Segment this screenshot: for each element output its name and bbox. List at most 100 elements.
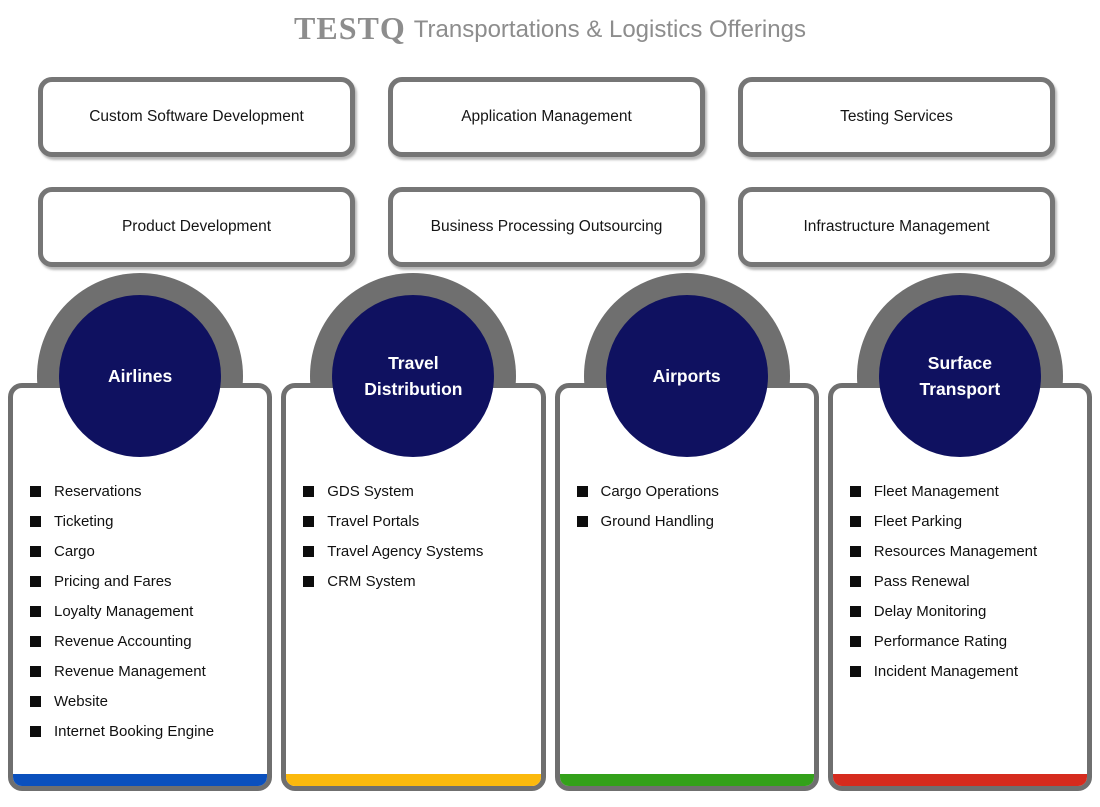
list-item-label: Travel Agency Systems [327, 542, 484, 560]
square-bullet-icon [849, 515, 861, 527]
accent-bar-blue [13, 774, 268, 786]
square-bullet-icon [849, 575, 861, 587]
accent-bar-red [832, 774, 1087, 786]
square-bullet-icon [30, 515, 41, 527]
list-item-label: Pass Renewal [873, 572, 970, 590]
square-bullet-icon [849, 635, 861, 647]
list-item-label: Revenue Management [54, 662, 206, 680]
pillar-circle-airports: Airports [605, 295, 768, 457]
list-item-label: Internet Booking Engine [54, 722, 215, 740]
list-item: Travel Portals [303, 506, 534, 536]
square-bullet-icon [30, 605, 41, 617]
list-item-label: Fleet Parking [873, 512, 963, 530]
list-item-label: Performance Rating [873, 632, 1008, 650]
list-item: Revenue Accounting [30, 626, 261, 656]
list-item: Website [30, 686, 261, 716]
square-bullet-icon [303, 515, 315, 527]
service-box-infrastructure-management: Infrastructure Management [738, 187, 1055, 267]
pillar-item-list: Cargo Operations Ground Handling [560, 476, 814, 536]
list-item: Cargo Operations [576, 476, 808, 506]
list-item: GDS System [303, 476, 534, 506]
service-box-custom-software-development: Custom Software Development [38, 77, 355, 157]
square-bullet-icon [849, 485, 861, 497]
square-bullet-icon [576, 485, 588, 497]
list-item-label: Travel Portals [327, 512, 420, 530]
list-item-label: Website [54, 692, 108, 710]
list-item-label: CRM System [327, 572, 416, 590]
service-box-product-development: Product Development [38, 187, 355, 267]
square-bullet-icon [30, 695, 41, 707]
pillar-circle-travel-distribution: Travel Distribution [332, 295, 495, 457]
service-label: Testing Services [840, 108, 953, 125]
page-title: TESTQ Transportations & Logistics Offerin… [0, 10, 1100, 47]
list-item: Revenue Management [30, 656, 261, 686]
square-bullet-icon [576, 515, 588, 527]
pillar-item-list: Fleet Management Fleet Parking Resources… [833, 476, 1087, 686]
list-item-label: Ground Handling [600, 512, 714, 530]
square-bullet-icon [30, 635, 41, 647]
square-bullet-icon [849, 665, 861, 677]
accent-bar-yellow [286, 774, 541, 786]
list-item: CRM System [303, 566, 534, 596]
pillar-airports: Cargo Operations Ground Handling Airport… [554, 273, 819, 791]
service-box-testing-services: Testing Services [738, 77, 1055, 157]
pillars-section: Reservations Ticketing Cargo Pricing and… [8, 273, 1092, 791]
list-item: Travel Agency Systems [303, 536, 534, 566]
square-bullet-icon [30, 545, 41, 557]
pillar-item-list: GDS System Travel Portals Travel Agency … [286, 476, 540, 596]
list-item-label: Cargo [54, 542, 95, 560]
page-title-text: Transportations & Logistics Offerings [413, 16, 806, 43]
square-bullet-icon [30, 575, 41, 587]
pillar-airlines: Reservations Ticketing Cargo Pricing and… [8, 273, 273, 791]
service-label: Product Development [121, 218, 272, 235]
service-box-business-processing-outsourcing: Business Processing Outsourcing [388, 187, 705, 267]
pillar-circle-surface-transport: Surface Transport [878, 295, 1041, 457]
service-label: Infrastructure Management [803, 218, 990, 235]
pillar-item-list: Reservations Ticketing Cargo Pricing and… [13, 476, 267, 746]
service-label: Business Processing Outsourcing [430, 218, 663, 235]
pillar-circle-label: Airlines [108, 366, 173, 386]
list-item-label: Incident Management [873, 662, 1019, 680]
pillar-circle-airlines: Airlines [59, 295, 222, 457]
accent-bar-green [559, 774, 814, 786]
list-item-label: Pricing and Fares [54, 572, 172, 590]
list-item: Internet Booking Engine [30, 716, 261, 746]
pillar-circle-label: Surface Transport [919, 353, 1001, 399]
list-item: Loyalty Management [30, 596, 261, 626]
list-item-label: Resources Management [873, 542, 1038, 560]
services-grid: Custom Software Development Application … [38, 77, 1055, 267]
list-item: Fleet Management [849, 476, 1081, 506]
brand-name: TESTQ [294, 10, 406, 46]
list-item: Ground Handling [576, 506, 808, 536]
square-bullet-icon [303, 545, 315, 557]
service-label: Application Management [461, 108, 632, 125]
pillar-circle-label: Travel Distribution [364, 353, 463, 399]
list-item-label: Delay Monitoring [873, 602, 987, 620]
pillar-surface-transport: Fleet Management Fleet Parking Resources… [827, 273, 1092, 791]
list-item: Pricing and Fares [30, 566, 261, 596]
list-item: Delay Monitoring [849, 596, 1081, 626]
pillar-circle-label: Airports [652, 366, 721, 386]
square-bullet-icon [30, 725, 41, 737]
square-bullet-icon [849, 605, 861, 617]
square-bullet-icon [30, 485, 41, 497]
service-box-application-management: Application Management [388, 77, 705, 157]
square-bullet-icon [849, 545, 861, 557]
list-item-label: Fleet Management [873, 482, 999, 500]
list-item-label: Cargo Operations [600, 482, 719, 500]
list-item-label: Loyalty Management [54, 602, 194, 620]
list-item: Ticketing [30, 506, 261, 536]
list-item: Pass Renewal [849, 566, 1081, 596]
square-bullet-icon [303, 575, 315, 587]
list-item: Fleet Parking [849, 506, 1081, 536]
square-bullet-icon [30, 665, 41, 677]
list-item-label: GDS System [327, 482, 414, 500]
list-item-label: Revenue Accounting [54, 632, 192, 650]
list-item: Incident Management [849, 656, 1081, 686]
list-item-label: Ticketing [54, 512, 114, 530]
list-item: Reservations [30, 476, 261, 506]
list-item: Performance Rating [849, 626, 1081, 656]
service-label: Custom Software Development [89, 108, 304, 125]
list-item: Cargo [30, 536, 261, 566]
